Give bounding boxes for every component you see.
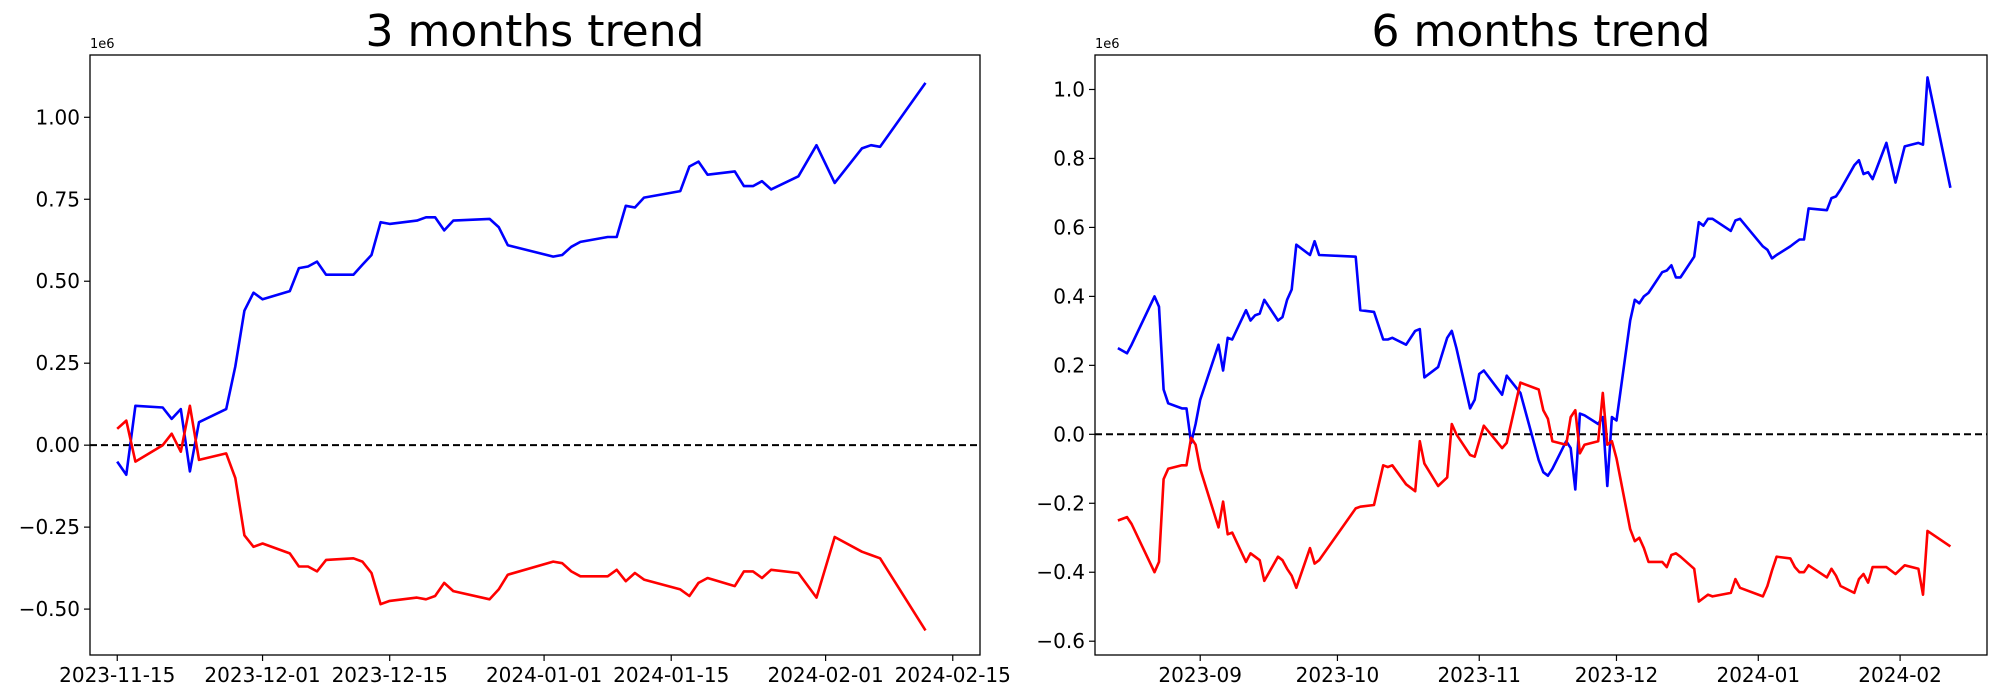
chart1-x-tick-label: 2024-02-15	[895, 663, 1011, 687]
chart2-series-2-line	[1117, 381, 1952, 603]
chart1-y-tick-label: 0.75	[35, 187, 80, 211]
chart2-y-tick-label: 0.8	[1053, 146, 1085, 170]
chart1-y-tick-label: −0.50	[19, 597, 80, 621]
chart1-x-tick-label: 2023-12-15	[332, 663, 448, 687]
chart2-y-tick-label: −0.4	[1036, 560, 1085, 584]
chart1-y-tick-label: 0.25	[35, 351, 80, 375]
chart1-axes-frame	[89, 54, 981, 656]
chart2-y-tick-label: 0.6	[1053, 215, 1085, 239]
chart2-y-tick-label: 1.0	[1053, 77, 1085, 101]
chart2-x-tick-label: 2023-12	[1575, 663, 1659, 687]
chart1-y-tick-label: −0.25	[19, 515, 80, 539]
chart2-x-tick-label: 2023-09	[1158, 663, 1242, 687]
chart2-scale-label: 1e6	[1095, 37, 1120, 52]
chart1-y-tick-label: 0.00	[35, 433, 80, 457]
chart1-title: 3 months trend	[366, 6, 705, 57]
chart1-y-tick-label: 0.50	[35, 269, 80, 293]
chart2-x-tick-label: 2024-02	[1858, 663, 1942, 687]
chart2-y-tick-label: −0.2	[1036, 491, 1085, 515]
chart2-axes-frame	[1094, 54, 1988, 656]
chart1-x-tick-label: 2024-01-01	[486, 663, 602, 687]
chart2-x-tick-label: 2023-11	[1437, 663, 1521, 687]
chart1-y-tick-label: 1.00	[35, 105, 80, 129]
chart2-plot: 6 months trend 1e6 −0.6 −0.4 −0.2 0.0 0.2 0.4 0.…	[1036, 6, 1988, 687]
chart1-series-1-line	[116, 82, 927, 477]
chart1-x-tick-label: 2024-01-15	[613, 663, 729, 687]
chart2-title: 6 months trend	[1372, 6, 1711, 57]
chart1-series-2-line	[116, 404, 927, 632]
chart1-x-tick-label: 2023-11-15	[59, 663, 175, 687]
chart2-y-tick-label: −0.6	[1036, 629, 1085, 653]
chart2-x-tick-label: 2024-01	[1716, 663, 1800, 687]
chart1-x-tick-label: 2023-12-01	[204, 663, 320, 687]
chart2-y-tick-label: 0.0	[1053, 422, 1085, 446]
chart1-scale-label: 1e6	[90, 37, 115, 52]
chart2-y-tick-label: 0.4	[1053, 284, 1085, 308]
chart2-y-tick-label: 0.2	[1053, 353, 1085, 377]
chart1-plot: 3 months trend 1e6 −0.50 −0.25 0.00 0.25 0.50 0…	[19, 6, 1011, 687]
chart2-x-tick-label: 2023-10	[1296, 663, 1380, 687]
chart2-series-1-line	[1117, 76, 1952, 491]
chart1-x-tick-label: 2024-02-01	[767, 663, 883, 687]
